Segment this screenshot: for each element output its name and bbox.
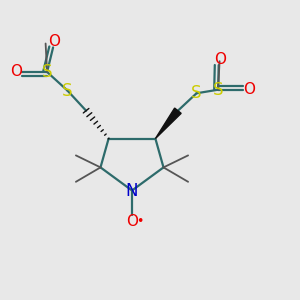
Text: O: O — [10, 64, 22, 80]
Text: S: S — [191, 84, 202, 102]
Text: S: S — [42, 63, 52, 81]
Text: S: S — [62, 82, 73, 100]
Text: N: N — [126, 182, 138, 200]
Text: •: • — [136, 214, 143, 228]
Text: O: O — [48, 34, 60, 50]
Text: O: O — [214, 52, 226, 67]
Text: S: S — [213, 81, 223, 99]
Text: O: O — [243, 82, 255, 97]
Text: O: O — [126, 214, 138, 229]
Polygon shape — [155, 108, 181, 139]
